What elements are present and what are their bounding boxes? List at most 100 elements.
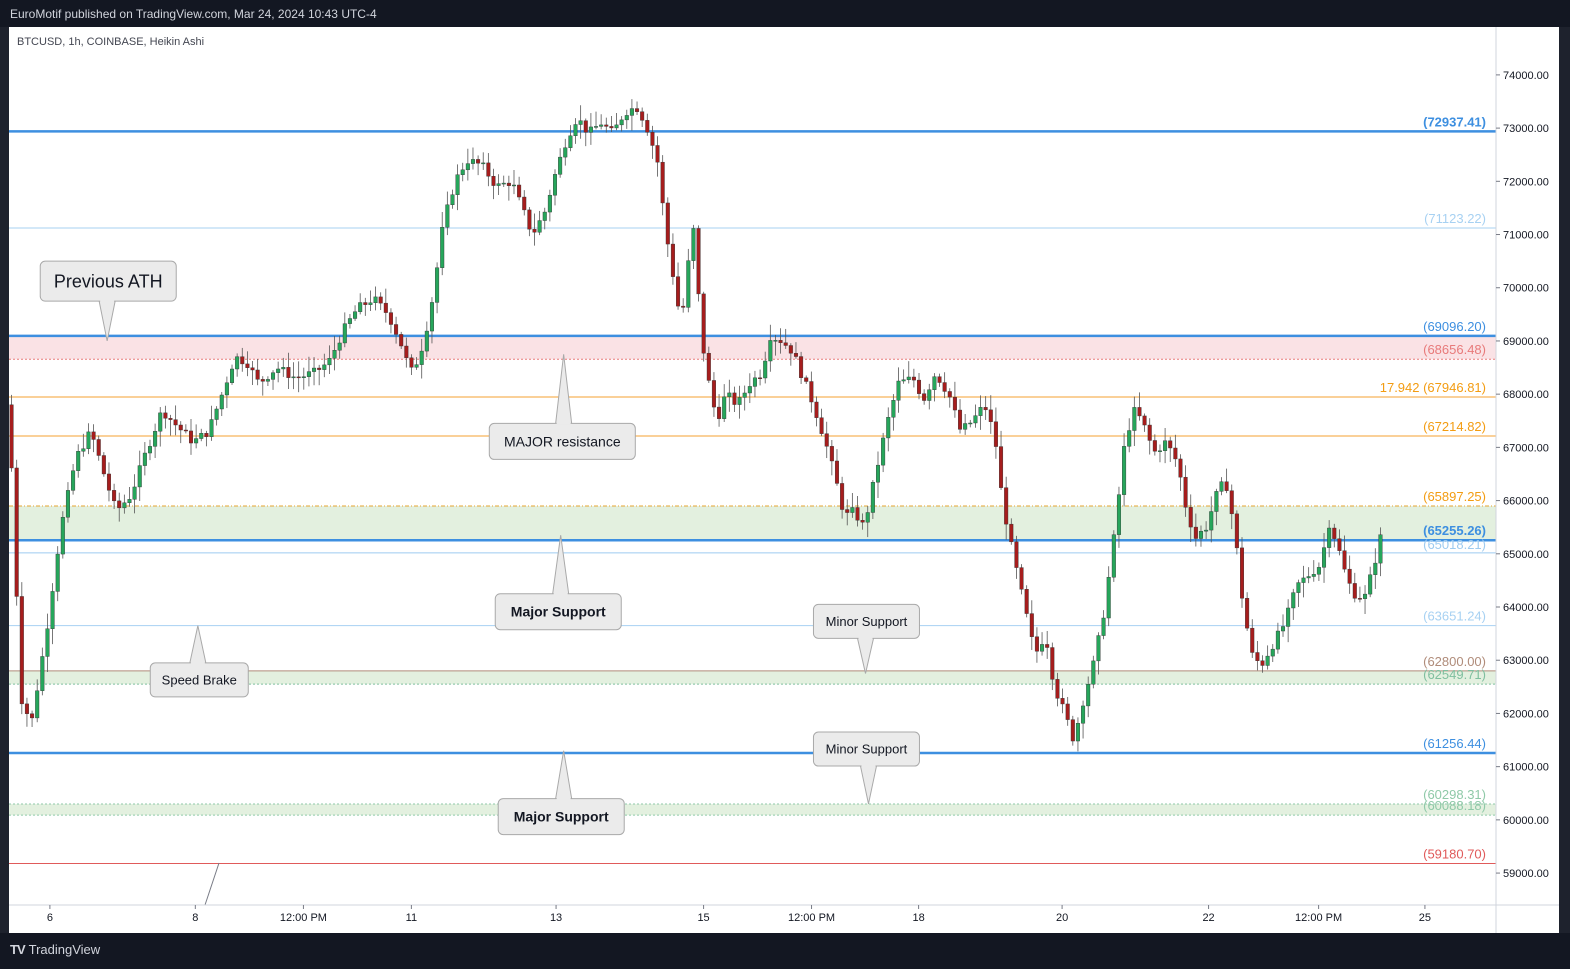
level-label-9: (63651.24) <box>1423 609 1486 624</box>
y-tick-label-3: 71000.00 <box>1503 230 1549 242</box>
candle-body <box>317 367 322 370</box>
candle-body <box>245 363 250 368</box>
candle-body <box>424 330 429 352</box>
candle-body <box>927 389 932 401</box>
candle-body <box>583 120 588 133</box>
zone-band-0 <box>9 335 1496 360</box>
candle-body <box>440 227 445 268</box>
level-label-4: 17.942 (67946.81) <box>1380 380 1486 395</box>
candle-body <box>537 220 542 233</box>
level-label-13: (60298.31) <box>1423 787 1486 802</box>
candle-body <box>45 628 50 657</box>
candle-body <box>55 553 60 592</box>
candle-body <box>819 417 824 434</box>
callout-label: Minor Support <box>826 614 908 629</box>
candle-body <box>1040 644 1045 652</box>
candle-body <box>250 367 255 371</box>
candle-body <box>106 473 111 491</box>
candle-body <box>1337 538 1342 551</box>
candle-body <box>132 486 137 500</box>
candle-body <box>1055 679 1060 699</box>
candle-body <box>870 481 875 513</box>
candle-body <box>993 421 998 447</box>
candle-body <box>1168 440 1173 449</box>
candle-body <box>588 126 593 133</box>
y-tick-label-10: 64000.00 <box>1503 602 1549 614</box>
callout-label: MAJOR resistance <box>504 433 621 449</box>
candle-body <box>1250 627 1255 653</box>
candle-body <box>963 423 968 430</box>
candle-body <box>496 183 501 186</box>
candle-body <box>881 437 886 466</box>
y-tick-label-15: 59000.00 <box>1503 868 1549 880</box>
candle-body <box>635 108 640 112</box>
candle-body <box>763 360 768 379</box>
level-label-15: (59180.70) <box>1423 846 1486 861</box>
candle-body <box>942 382 947 392</box>
candle-body <box>1116 494 1121 535</box>
candle-body <box>301 376 306 379</box>
candle-body <box>676 276 681 307</box>
candle-body <box>814 401 819 418</box>
candle-body <box>1029 613 1034 637</box>
publish-header: EuroMotif published on TradingView.com, … <box>0 0 1570 27</box>
candle-body <box>532 228 537 233</box>
candle-body <box>860 520 865 523</box>
callout-label: Minor Support <box>826 742 908 757</box>
candle-body <box>624 115 629 121</box>
candle-body <box>394 324 399 335</box>
candle-body <box>1178 458 1183 478</box>
candle-body <box>276 368 281 373</box>
candle-body <box>1347 568 1352 584</box>
callout-5: Minor Support <box>812 731 920 805</box>
tradingview-logo[interactable]: TV TradingView <box>10 942 100 957</box>
chart-svg[interactable]: (72937.41) (71123.22) (69096.20) (68656.48)… <box>9 27 1559 933</box>
candle-body <box>1019 567 1024 590</box>
candle-body <box>1111 534 1116 578</box>
candle-body <box>952 396 957 411</box>
y-tick-label-12: 62000.00 <box>1503 708 1549 720</box>
candle-body <box>747 386 752 394</box>
candle-body <box>71 470 76 491</box>
candle-body <box>1101 617 1106 636</box>
candle-body <box>235 356 240 370</box>
candle-body <box>1122 446 1127 495</box>
candle-body <box>1188 507 1193 528</box>
callout-2: Major Support <box>494 535 622 631</box>
candle-body <box>173 419 178 426</box>
candle-body <box>1214 491 1219 512</box>
candle-body <box>1173 447 1178 460</box>
candle-body <box>840 483 845 510</box>
candle-body <box>271 372 276 380</box>
candle-body <box>1322 547 1327 568</box>
level-label-12: (61256.44) <box>1423 736 1486 751</box>
candle-body <box>486 162 491 177</box>
candle-body <box>414 364 419 368</box>
chart-area[interactable] <box>9 27 1559 933</box>
level-label-14: (60088.18) <box>1423 798 1486 813</box>
x-tick-label-5: 15 <box>697 912 709 924</box>
candle-body <box>127 499 132 504</box>
candle-body <box>40 656 45 691</box>
candle-body <box>1219 481 1224 492</box>
candle-body <box>752 377 757 387</box>
candle-body <box>1127 430 1132 447</box>
candle-body <box>460 169 465 175</box>
candle-body <box>558 156 563 175</box>
candle-body <box>1281 626 1286 632</box>
candle-body <box>511 184 516 187</box>
candle-body <box>204 433 209 437</box>
candle-body <box>1157 450 1162 452</box>
candle-body <box>368 302 373 305</box>
candle-body <box>404 345 409 359</box>
x-tick-label-6: 12:00 PM <box>788 912 835 924</box>
candle-body <box>978 407 983 416</box>
candle-body <box>1024 589 1029 614</box>
callout-pointer <box>555 354 573 424</box>
x-tick-label-11: 25 <box>1419 912 1431 924</box>
candle-body <box>650 132 655 146</box>
y-tick-label-2: 72000.00 <box>1503 176 1549 188</box>
candle-body <box>737 397 742 405</box>
level-label-3: (68656.48) <box>1423 342 1486 357</box>
candle-body <box>117 500 122 509</box>
